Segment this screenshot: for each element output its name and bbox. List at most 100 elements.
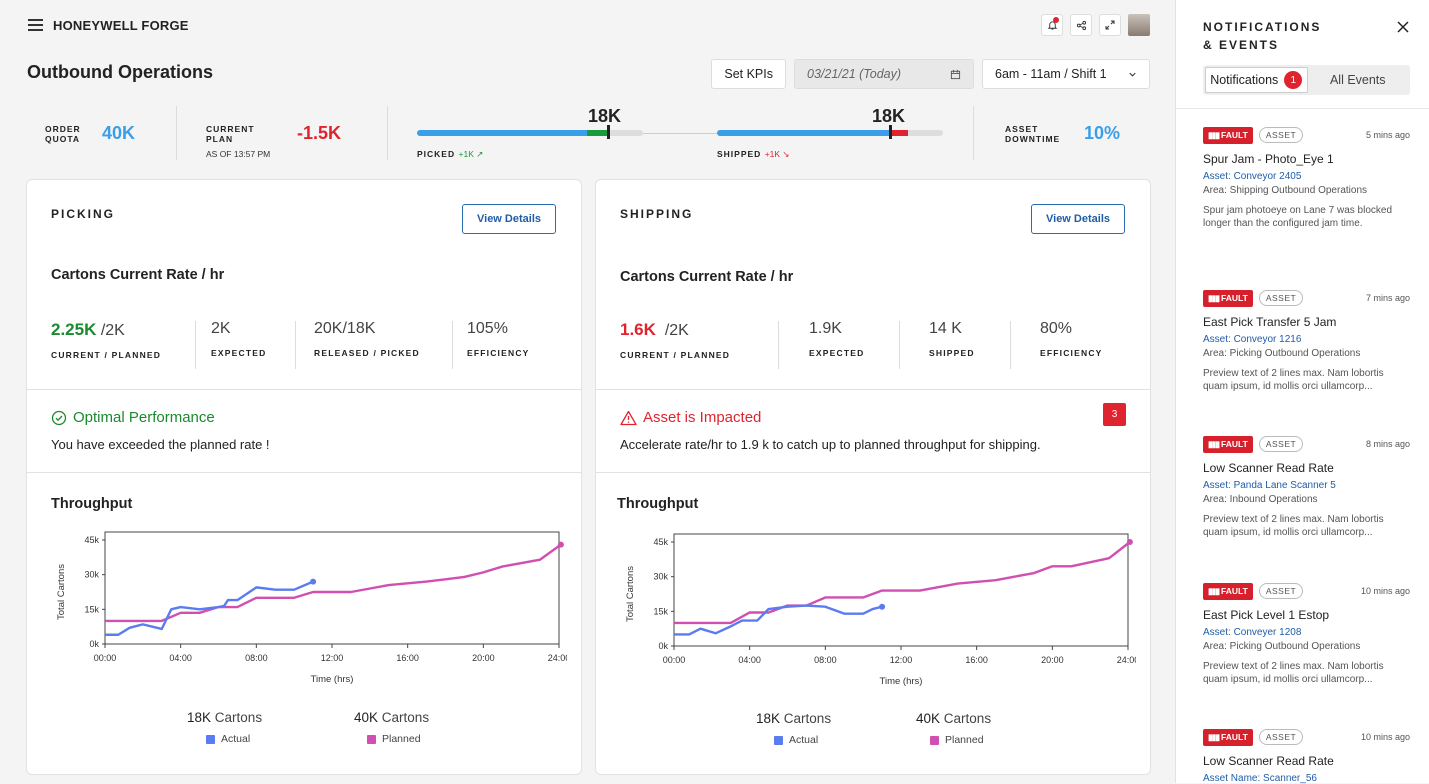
fault-tag: ▮▮▮ FAULT (1203, 435, 1253, 453)
legend-planned: Planned (367, 733, 421, 745)
bell-icon[interactable] (1041, 14, 1063, 36)
notification-dot (1053, 17, 1059, 23)
event-asset-link[interactable]: Asset: Conveyer 1208 (1203, 627, 1302, 638)
event-description: Preview text of 2 lines max. Nam loborti… (1203, 661, 1384, 685)
y-tick-label: 30k (653, 572, 668, 582)
metric-expected: 2K EXPECTED (211, 320, 267, 358)
picked-progress (417, 125, 643, 139)
warning-icon (620, 410, 637, 425)
event-time: 7 mins ago (1365, 293, 1410, 303)
card-title: SHIPPING (620, 207, 694, 221)
set-kpis-button[interactable]: Set KPIs (711, 59, 786, 89)
event-time: 8 mins ago (1365, 439, 1410, 449)
asset-chip: ASSET (1258, 290, 1304, 306)
actual-total: 18K Cartons (187, 710, 263, 725)
throughput-title: Throughput (617, 496, 699, 512)
x-tick-label: 20:00 (1041, 655, 1064, 665)
x-tick-label: 20:00 (472, 653, 495, 663)
fault-tag: ▮▮▮ FAULT (1203, 728, 1253, 746)
metric-expected: 1.9K EXPECTED (809, 320, 865, 358)
event-asset-link[interactable]: Asset: Conveyor 1216 (1203, 334, 1302, 345)
progress-connector (643, 133, 717, 134)
metric-current: 1.6K /2K CURRENT / PLANNED (620, 320, 731, 360)
x-tick-label: 04:00 (738, 655, 761, 665)
x-axis-label: Time (hrs) (311, 674, 354, 685)
tab-all-events[interactable]: All Events (1329, 73, 1386, 87)
current-plan-sub: AS OF 13:57 PM (206, 149, 271, 159)
picked-progress-fill (417, 130, 587, 136)
toolbar-icons (1041, 14, 1150, 36)
picked-total: 18K (588, 106, 622, 126)
metrics-row: 1.6K /2K CURRENT / PLANNED 1.9K EXPECTED… (596, 320, 1150, 370)
tab-notifications[interactable]: Notifications 1 (1205, 67, 1308, 93)
notification-item[interactable]: ▮▮▮ FAULT ASSET 5 mins ago Spur Jam - Photo_… (1203, 126, 1410, 230)
expand-icon[interactable] (1099, 14, 1121, 36)
panel-title: NOTIFICATIONS & EVENTS (1203, 20, 1322, 52)
actual-end-point (310, 578, 317, 585)
y-tick-label: 0k (89, 639, 99, 649)
x-tick-label: 16:00 (965, 655, 988, 665)
notification-item[interactable]: ▮▮▮ FAULT ASSET 8 mins ago Low Scanner Read … (1203, 435, 1410, 539)
event-title: Spur Jam - Photo_Eye 1 (1203, 152, 1334, 166)
view-details-button[interactable]: View Details (1031, 204, 1125, 234)
divider (295, 321, 296, 369)
event-title: Low Scanner Read Rate (1203, 754, 1334, 768)
fault-bars-icon: ▮▮▮ (1208, 731, 1220, 742)
menu-icon[interactable] (28, 19, 43, 31)
event-asset-link[interactable]: Asset Name: Scanner_56 (1203, 773, 1317, 784)
y-tick-label: 0k (658, 641, 668, 651)
fault-tag: ▮▮▮ FAULT (1203, 289, 1253, 307)
divider (27, 389, 581, 390)
event-asset-link[interactable]: Asset: Conveyor 2405 (1203, 171, 1302, 182)
x-tick-label: 24:00 (548, 653, 567, 663)
notification-item[interactable]: ▮▮▮ FAULT ASSET 7 mins ago East Pick Transfe… (1203, 289, 1410, 393)
actual-line (674, 604, 883, 636)
x-tick-label: 12:00 (890, 655, 913, 665)
notification-item[interactable]: ▮▮▮ FAULT ASSET 10 mins ago Low Scanner Read… (1203, 728, 1410, 784)
y-tick-label: 15k (84, 604, 99, 614)
planned-line (105, 543, 562, 623)
date-picker[interactable]: 03/21/21 (Today) (794, 59, 974, 89)
planned-line (674, 541, 1131, 625)
metrics-row: 2.25K /2K CURRENT / PLANNED 2K EXPECTED … (27, 320, 581, 370)
metric-current: 2.25K /2K CURRENT / PLANNED (51, 320, 162, 360)
notification-item[interactable]: ▮▮▮ FAULT ASSET 10 mins ago East Pick Level … (1203, 582, 1410, 686)
impact-count-badge[interactable]: 3 (1103, 403, 1126, 426)
event-area: Area: Picking Outbound Operations (1203, 641, 1361, 652)
brand-logo: HONEYWELL FORGE (53, 18, 189, 33)
shipped-total: 18K (872, 106, 906, 126)
shipped-label: SHIPPED +1K ↘ (717, 149, 790, 159)
fault-tag: ▮▮▮ FAULT (1203, 126, 1253, 144)
x-tick-label: 00:00 (663, 655, 686, 665)
shift-value: 6am - 11am / Shift 1 (995, 67, 1107, 81)
asset-downtime-label: ASSET DOWNTIME (1005, 124, 1061, 144)
status-title: Optimal Performance (51, 409, 215, 426)
x-tick-label: 08:00 (814, 655, 837, 665)
share-icon[interactable] (1070, 14, 1092, 36)
divider (778, 321, 779, 369)
divider (387, 106, 388, 160)
planned-total: 40K Cartons (916, 711, 992, 726)
divider (176, 106, 177, 160)
notification-tabs: Notifications 1 All Events (1203, 65, 1410, 95)
close-icon[interactable] (1397, 17, 1409, 38)
fault-bars-icon: ▮▮▮ (1208, 438, 1220, 449)
avatar[interactable] (1128, 14, 1150, 36)
picked-marker (607, 125, 610, 139)
event-title: Low Scanner Read Rate (1203, 461, 1334, 475)
legend-actual: Actual (774, 734, 818, 746)
main-app: HONEYWELL FORGE Outbound Operations Set … (26, 14, 1151, 775)
picked-label: PICKED +1K ↗ (417, 149, 484, 159)
event-area: Area: Picking Outbound Operations (1203, 348, 1361, 359)
metric-released: 20K/18K RELEASED / PICKED (314, 320, 420, 358)
shift-select[interactable]: 6am - 11am / Shift 1 (982, 59, 1150, 89)
event-description: Preview text of 2 lines max. Nam loborti… (1203, 514, 1384, 538)
actual-line (105, 580, 314, 636)
picking-card: PICKING View Details Cartons Current Rat… (26, 179, 582, 775)
shipping-card: SHIPPING View Details Cartons Current Ra… (595, 179, 1151, 775)
view-details-button[interactable]: View Details (462, 204, 556, 234)
calendar-icon (950, 69, 961, 79)
status-description: Accelerate rate/hr to 1.9 k to catch up … (620, 437, 1041, 452)
event-asset-link[interactable]: Asset: Panda Lane Scanner 5 (1203, 480, 1336, 491)
asset-chip: ASSET (1258, 436, 1304, 452)
